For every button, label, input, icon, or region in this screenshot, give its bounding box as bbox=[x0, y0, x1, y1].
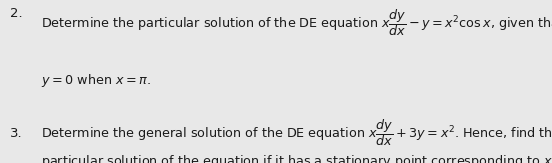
Text: 2.: 2. bbox=[10, 7, 23, 20]
Text: Determine the particular solution of the DE equation $x\dfrac{dy}{dx}-y=x^2\cos : Determine the particular solution of the… bbox=[41, 7, 552, 37]
Text: Determine the general solution of the DE equation $x\dfrac{dy}{dx}+3y=x^2$. Henc: Determine the general solution of the DE… bbox=[41, 117, 552, 148]
Text: 3.: 3. bbox=[10, 127, 23, 140]
Text: $y=0$ when $x=\pi$.: $y=0$ when $x=\pi$. bbox=[41, 72, 151, 89]
Text: particular solution of the equation if it has a stationary point corresponding t: particular solution of the equation if i… bbox=[41, 153, 552, 163]
